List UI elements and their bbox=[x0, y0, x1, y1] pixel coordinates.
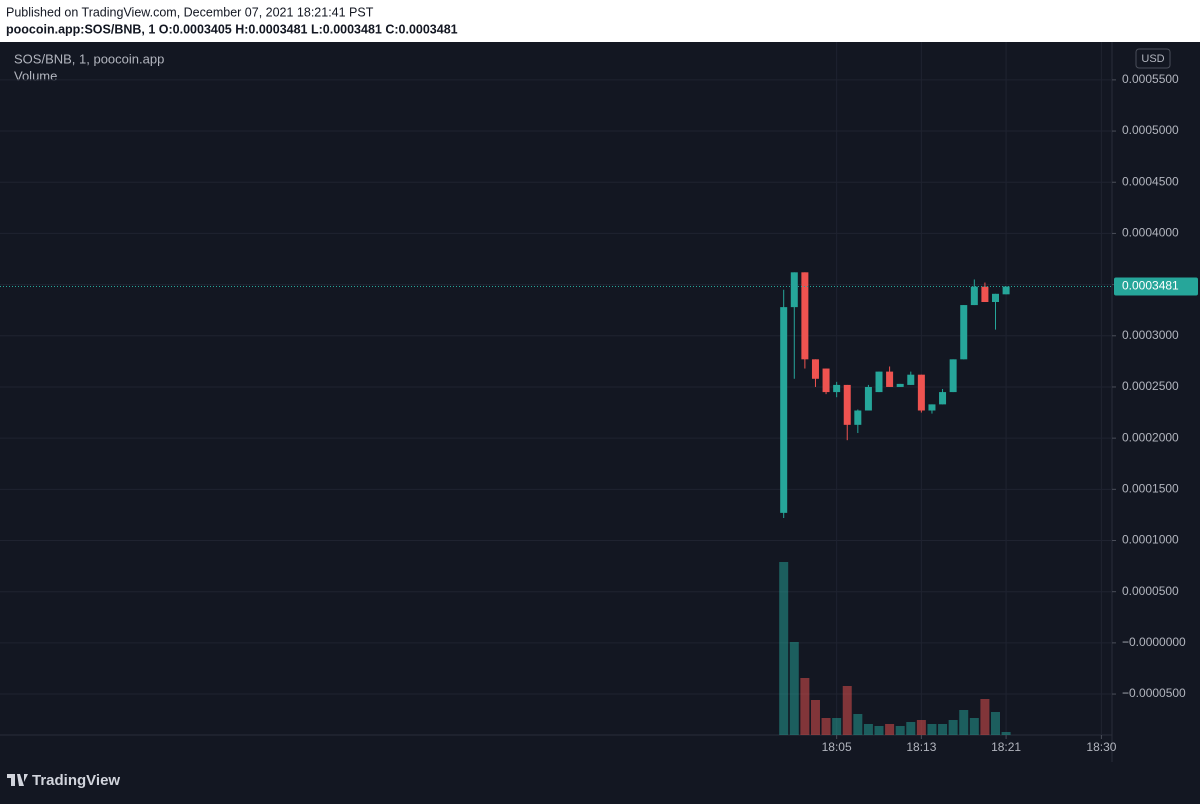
volume-bar bbox=[842, 686, 852, 735]
candle-body bbox=[886, 371, 894, 387]
y-tick-label: 0.0000500 bbox=[1122, 584, 1179, 598]
candle-body bbox=[917, 374, 925, 411]
candle-body bbox=[970, 286, 978, 306]
candle-body bbox=[822, 368, 830, 393]
candle-body bbox=[992, 293, 1000, 303]
chart-title: SOS/BNB, 1, poocoin.app bbox=[14, 51, 164, 66]
y-tick-label: 0.0002500 bbox=[1122, 379, 1179, 393]
volume-bar bbox=[948, 720, 958, 735]
last-price-label: 0.0003481 bbox=[1122, 279, 1179, 293]
candle-body bbox=[854, 410, 862, 425]
volume-bar bbox=[789, 642, 799, 735]
candle-body bbox=[780, 307, 788, 513]
volume-bar bbox=[916, 720, 926, 735]
published-text: Published on TradingView.com, December 0… bbox=[6, 5, 374, 19]
volume-bar bbox=[938, 724, 948, 735]
last-price-box bbox=[1114, 277, 1198, 296]
currency-label[interactable]: USD bbox=[1141, 53, 1164, 65]
candle-body bbox=[833, 384, 841, 393]
candle-body bbox=[864, 386, 872, 411]
candle-body bbox=[939, 392, 947, 405]
y-tick-label: 0.0005000 bbox=[1122, 123, 1179, 137]
currency-button[interactable] bbox=[1135, 48, 1171, 69]
candle-body bbox=[801, 272, 809, 360]
legend-text: poocoin.app:SOS/BNB, 1 O:0.0003405 H:0.0… bbox=[6, 22, 458, 36]
y-tick-label: 0.0003000 bbox=[1122, 328, 1179, 342]
candle-body bbox=[928, 404, 936, 411]
x-tick-label: 18:05 bbox=[822, 740, 852, 754]
y-tick-label: 0.0001000 bbox=[1122, 533, 1179, 547]
volume-bar bbox=[874, 726, 884, 735]
volume-bar bbox=[885, 724, 895, 735]
volume-bar bbox=[980, 699, 990, 735]
candle-body bbox=[811, 359, 819, 379]
footer-logo bbox=[7, 774, 28, 786]
y-tick-label: −0.0000500 bbox=[1122, 686, 1186, 700]
candle-body bbox=[790, 272, 798, 308]
x-tick-label: 18:30 bbox=[1086, 740, 1116, 754]
volume-bar bbox=[895, 726, 905, 735]
footer-brand: TradingView bbox=[32, 772, 120, 789]
candle-body bbox=[896, 383, 904, 387]
y-tick-label: 0.0004500 bbox=[1122, 174, 1179, 188]
volume-bar bbox=[800, 678, 810, 735]
candle-body bbox=[981, 286, 989, 303]
volume-bar bbox=[832, 718, 842, 735]
x-tick-label: 18:13 bbox=[906, 740, 936, 754]
candle-body bbox=[1002, 286, 1010, 295]
volume-bar bbox=[1001, 732, 1011, 735]
candle-body bbox=[843, 384, 851, 425]
candle-body bbox=[949, 359, 957, 393]
volume-title: Volume bbox=[14, 68, 57, 83]
y-tick-label: 0.0004000 bbox=[1122, 226, 1179, 240]
volume-bar bbox=[959, 710, 969, 735]
volume-bar bbox=[810, 700, 820, 735]
y-tick-label: 0.0001500 bbox=[1122, 481, 1179, 495]
y-tick-label: −0.0000000 bbox=[1122, 635, 1186, 649]
volume-bar bbox=[821, 718, 831, 735]
y-tick-label: 0.0002000 bbox=[1122, 430, 1179, 444]
volume-bar bbox=[853, 714, 863, 735]
x-tick-label: 18:21 bbox=[991, 740, 1021, 754]
chart-bg bbox=[0, 42, 1200, 799]
candle-body bbox=[875, 371, 883, 393]
candle-body bbox=[907, 374, 915, 385]
volume-bar bbox=[991, 712, 1001, 735]
header-bg bbox=[0, 0, 1200, 42]
candle-body bbox=[960, 305, 968, 360]
volume-bar bbox=[969, 718, 979, 735]
y-tick-label: 0.0005500 bbox=[1122, 72, 1179, 86]
volume-bar bbox=[927, 724, 937, 735]
volume-bar bbox=[779, 562, 789, 735]
volume-bar bbox=[906, 722, 916, 735]
volume-bar bbox=[863, 724, 873, 735]
